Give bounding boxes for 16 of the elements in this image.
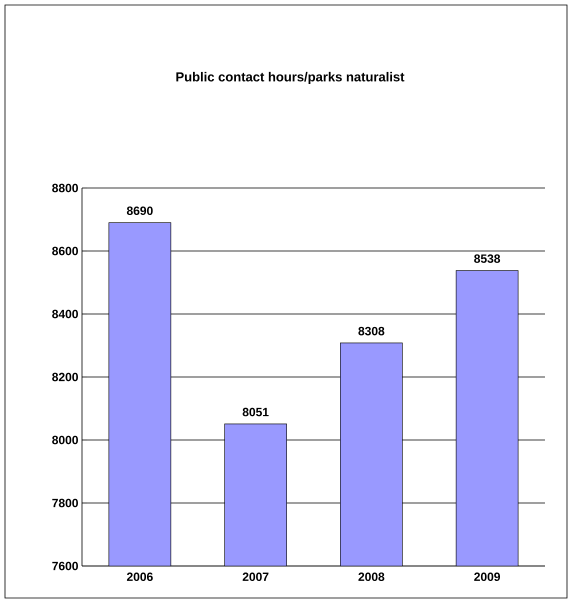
- data-label: 8690: [126, 206, 153, 216]
- y-tick-label: 7600: [52, 562, 78, 570]
- x-tick-label: 2006: [126, 572, 153, 582]
- y-tick-label: 7800: [52, 498, 78, 508]
- x-tick-label: 2007: [242, 572, 268, 582]
- data-label: 8051: [242, 408, 269, 416]
- y-tick-label: 8000: [52, 436, 78, 444]
- x-tick-label: 2009: [474, 572, 500, 582]
- y-tick-label: 8200: [52, 372, 78, 382]
- y-tick-label: 8800: [52, 184, 78, 192]
- chart-title: Public contact hours/parks naturalist: [176, 72, 404, 84]
- data-label: 8308: [358, 326, 384, 336]
- x-tick-label: 2008: [358, 572, 384, 582]
- y-tick-label: 8400: [52, 310, 78, 318]
- y-tick-label: 8600: [52, 246, 78, 256]
- data-label: 8538: [474, 254, 500, 263]
